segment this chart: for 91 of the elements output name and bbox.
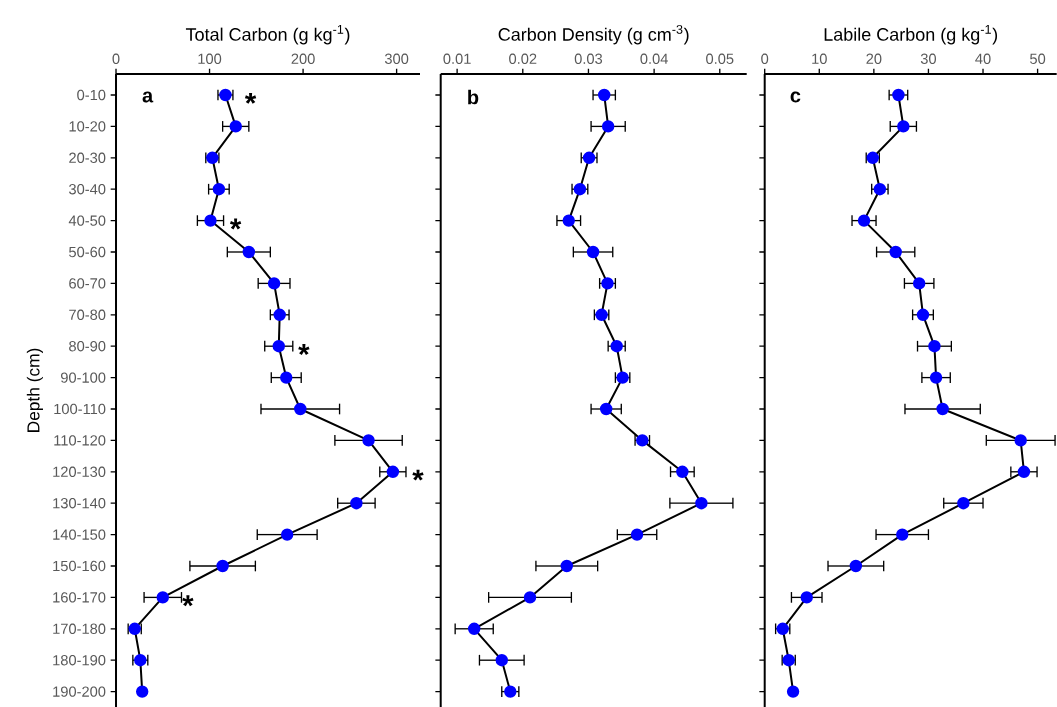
y-tick-label: 0-10 — [77, 89, 106, 101]
annotation: * — [298, 344, 310, 356]
y-tick-label: 100-110 — [54, 403, 106, 415]
y-tick-label: 90-100 — [60, 372, 106, 383]
x-tick-label: 300 — [384, 53, 409, 64]
point — [786, 685, 800, 698]
y-tick-label: 120-130 — [53, 466, 106, 477]
x-axis-title: Labile Carbon (g kg$^{-1}$) — [824, 25, 998, 45]
y-tick-label: 110-120 — [54, 435, 106, 446]
point — [896, 528, 909, 541]
x-axis-title: Total Carbon (g kg$^{-1}$) — [185, 25, 350, 45]
point — [272, 339, 285, 353]
y-tick-label: 20-30 — [69, 152, 106, 163]
point — [136, 685, 149, 698]
y-tick-label: 170-180 — [53, 623, 106, 634]
point — [599, 402, 613, 416]
point — [897, 120, 910, 133]
point — [495, 653, 508, 667]
point — [468, 622, 481, 635]
y-tick-label: 30-40 — [69, 184, 106, 195]
x-axis-title: Carbon Density (g cm$^{-3}$) — [498, 24, 689, 45]
x-tick-label: 0 — [761, 53, 769, 64]
x-tick-label: 0.03 — [574, 53, 603, 64]
point — [889, 245, 902, 259]
point — [242, 245, 256, 259]
annotation: * — [412, 469, 424, 481]
y-tick-label: 130-140 — [53, 498, 106, 509]
point — [929, 371, 943, 384]
point — [598, 88, 611, 102]
point — [849, 559, 863, 573]
annotation: c — [790, 91, 801, 103]
x-tick-label: 0.01 — [443, 53, 471, 64]
point — [204, 214, 217, 227]
y-tick-label: 160-170 — [53, 592, 106, 603]
annotation: b — [468, 89, 479, 105]
point — [386, 465, 400, 478]
point — [1014, 434, 1027, 447]
y-tick-label: 70-80 — [69, 309, 106, 320]
x-tick-label: 40 — [975, 53, 991, 64]
y-axis-title: Depth (cm) — [26, 348, 43, 432]
x-tick-label: 200 — [291, 53, 315, 64]
y-tick-label: 60-70 — [69, 278, 106, 289]
point — [212, 183, 226, 196]
y-tick-label: 190-200 — [53, 686, 106, 697]
x-tick-label: 0.05 — [706, 53, 734, 64]
point — [928, 339, 941, 353]
annotation: a — [142, 91, 154, 103]
point — [695, 496, 708, 510]
x-tick-label: 50 — [1030, 53, 1046, 64]
point — [267, 277, 281, 290]
y-tick-label: 50-60 — [69, 246, 106, 258]
point — [216, 559, 229, 573]
point — [156, 591, 169, 604]
point — [800, 591, 813, 604]
y-tick-label: 40-50 — [68, 215, 106, 226]
point — [676, 465, 689, 478]
annotation: * — [229, 218, 242, 230]
point — [229, 120, 242, 133]
x-tick-label: 20 — [866, 53, 882, 64]
point — [586, 245, 600, 259]
x-tick-label: 0.02 — [509, 53, 537, 64]
x-tick-label: 0 — [112, 53, 120, 64]
point — [280, 528, 294, 541]
point — [1017, 465, 1031, 478]
point — [350, 496, 363, 510]
point — [601, 120, 615, 133]
y-tick-label: 80-90 — [69, 341, 106, 352]
point — [362, 434, 375, 447]
x-tick-label: 10 — [812, 53, 827, 64]
annotation: * — [244, 92, 257, 104]
point — [857, 214, 871, 227]
point — [892, 88, 905, 102]
point — [936, 402, 949, 416]
point — [280, 371, 293, 384]
point — [912, 277, 926, 290]
point — [523, 591, 537, 604]
point — [916, 308, 930, 321]
point — [560, 559, 573, 573]
y-tick-label: 140-150 — [53, 529, 106, 540]
x-tick-label: 0.04 — [640, 53, 668, 64]
x-tick-label: 30 — [920, 53, 937, 64]
point — [562, 214, 575, 227]
y-tick-label: 10-20 — [69, 121, 106, 132]
point — [273, 308, 286, 321]
y-tick-label: 180-190 — [53, 655, 106, 666]
point — [957, 496, 970, 510]
x-tick-label: 100 — [198, 53, 222, 64]
point — [294, 402, 307, 416]
point — [630, 528, 644, 541]
y-tick-label: 150-160 — [53, 560, 106, 572]
annotation: * — [182, 595, 194, 607]
